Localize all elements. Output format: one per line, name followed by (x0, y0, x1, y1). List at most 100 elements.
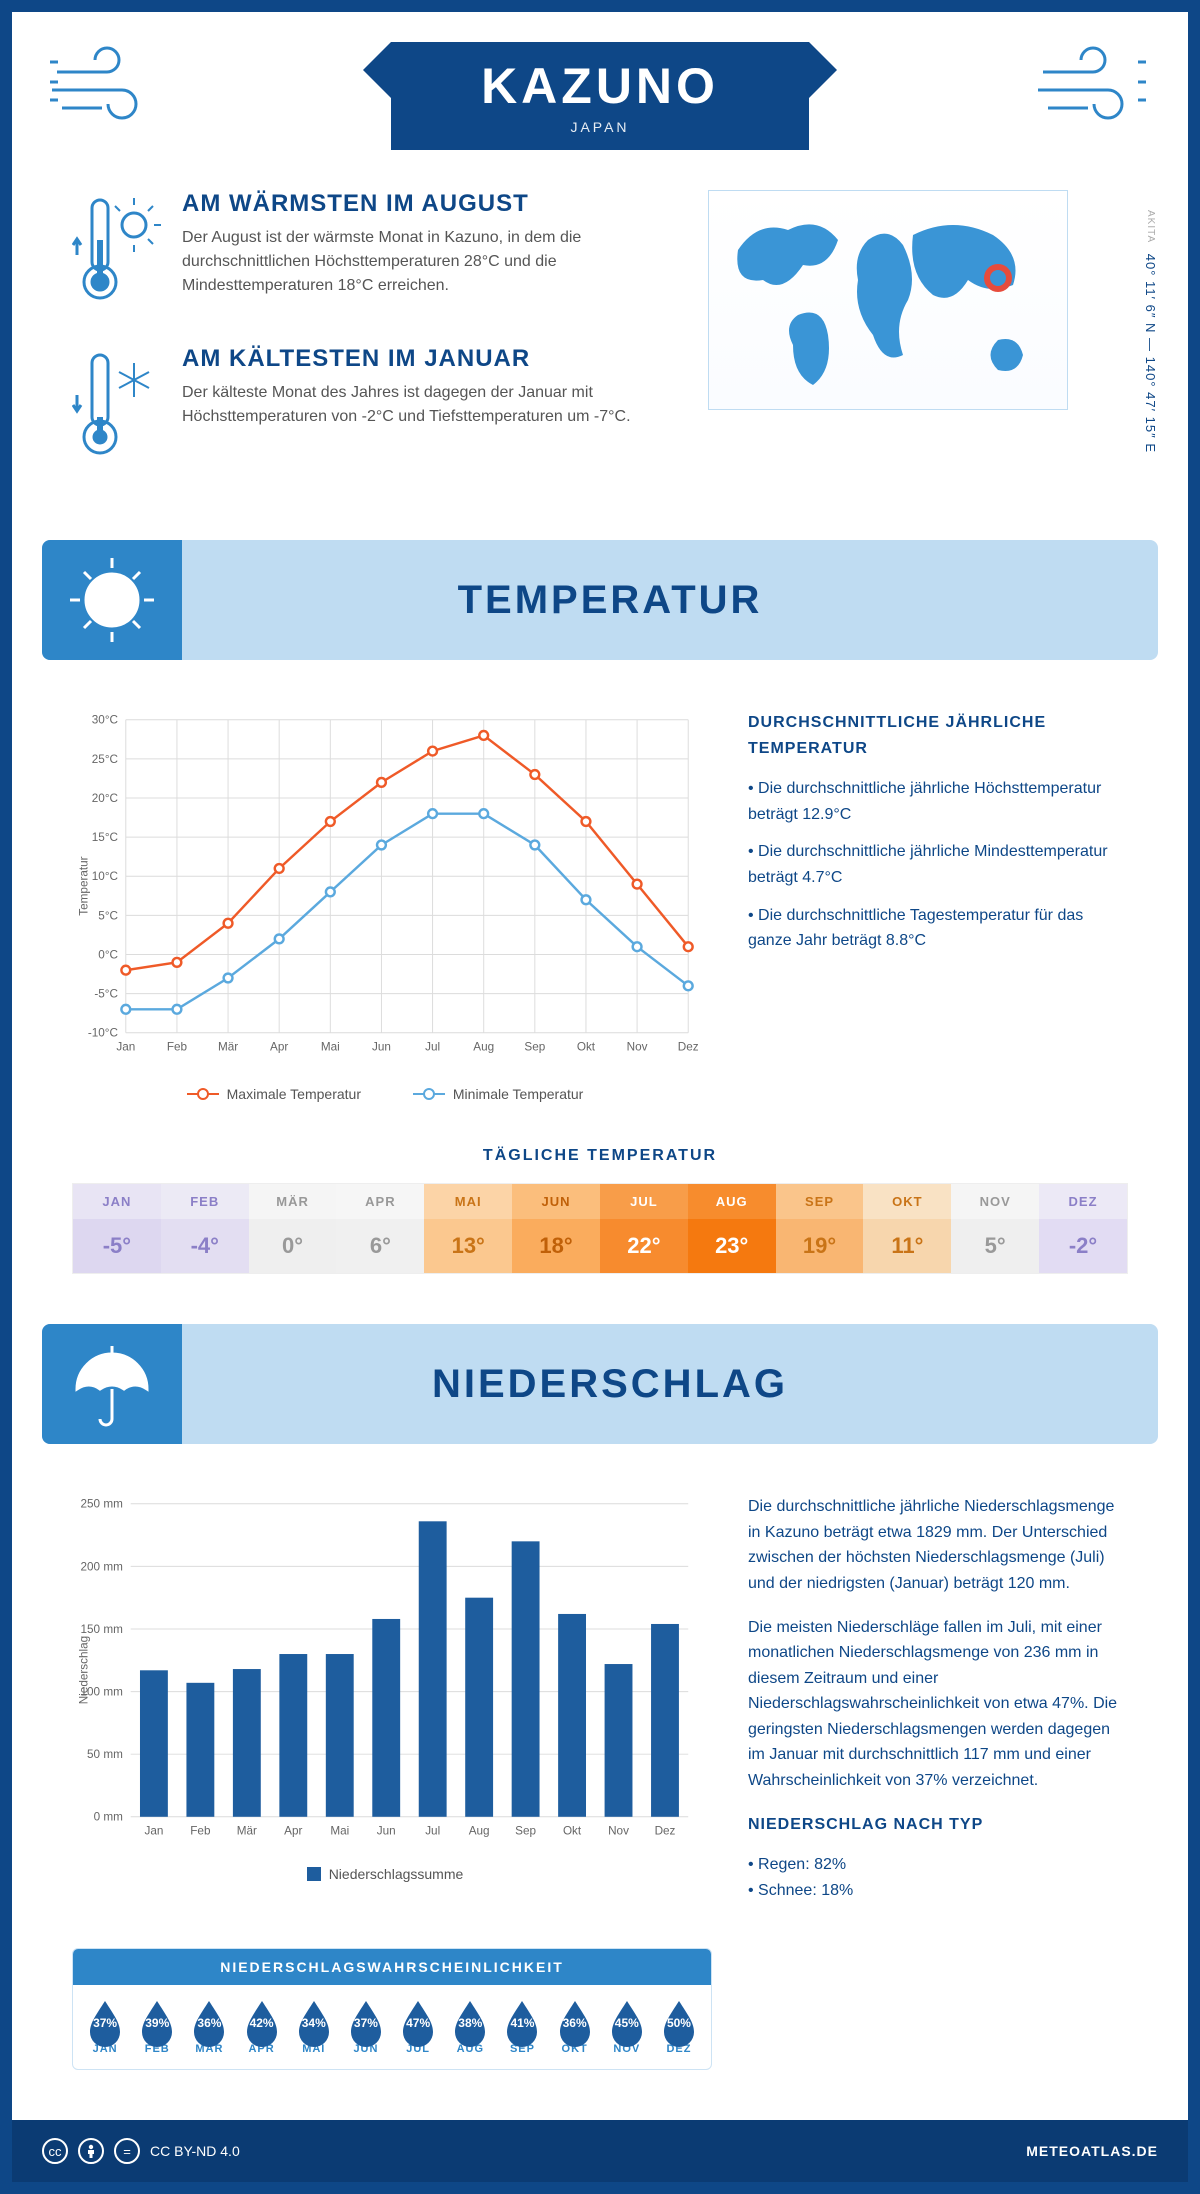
svg-text:Jun: Jun (377, 1825, 396, 1838)
daily-cell: DEZ-2° (1039, 1184, 1127, 1273)
svg-text:Jun: Jun (372, 1040, 391, 1053)
daily-cell: JUN18° (512, 1184, 600, 1273)
svg-text:Nov: Nov (608, 1825, 629, 1838)
world-map-icon (708, 190, 1068, 410)
svg-text:Dez: Dez (655, 1825, 676, 1838)
cc-icon: cc (42, 2138, 68, 2164)
svg-text:Sep: Sep (524, 1040, 545, 1053)
daily-cell: JUL22° (600, 1184, 688, 1273)
prob-cell: 34%MAI (288, 1999, 340, 2055)
daily-cell: SEP19° (776, 1184, 864, 1273)
prob-cell: 39%FEB (131, 1999, 183, 2055)
svg-text:Jan: Jan (144, 1825, 163, 1838)
svg-text:Nov: Nov (627, 1040, 648, 1053)
svg-text:150 mm: 150 mm (81, 1623, 123, 1636)
svg-text:10°C: 10°C (92, 870, 119, 883)
prob-cell: 41%SEP (496, 1999, 548, 2055)
license-info: cc = CC BY-ND 4.0 (42, 2138, 240, 2164)
wind-icon (47, 42, 167, 137)
svg-text:250 mm: 250 mm (81, 1498, 123, 1511)
prob-cell: 36%MÄR (183, 1999, 235, 2055)
svg-text:Aug: Aug (473, 1040, 494, 1053)
svg-text:Jul: Jul (425, 1040, 440, 1053)
umbrella-icon (42, 1324, 182, 1444)
drop-icon: 47% (399, 1999, 437, 2037)
drop-icon: 36% (556, 1999, 594, 2037)
coldest-title: AM KÄLTESTEN IM JANUAR (182, 345, 668, 373)
wind-icon (1033, 42, 1153, 137)
prob-cell: 37%JAN (79, 1999, 131, 2055)
daily-cell: NOV5° (951, 1184, 1039, 1273)
section-title: NIEDERSCHLAG (202, 1362, 1158, 1407)
daily-cell: APR6° (336, 1184, 424, 1273)
prob-cell: 45%NOV (601, 1999, 653, 2055)
prob-cell: 38%AUG (444, 1999, 496, 2055)
coldest-fact: AM KÄLTESTEN IM JANUAR Der kälteste Mona… (72, 345, 668, 470)
daily-cell: JAN-5° (73, 1184, 161, 1273)
drop-icon: 41% (503, 1999, 541, 2037)
warmest-text: Der August ist der wärmste Monat in Kazu… (182, 226, 668, 298)
svg-text:Jan: Jan (116, 1040, 135, 1053)
svg-text:15°C: 15°C (92, 831, 119, 844)
precip-summary: Die durchschnittliche jährliche Niedersc… (748, 1494, 1128, 1903)
by-icon (78, 2138, 104, 2164)
nd-icon: = (114, 2138, 140, 2164)
drop-icon: 42% (243, 1999, 281, 2037)
precip-probability-table: NIEDERSCHLAGSWAHRSCHEINLICHKEIT 37%JAN39… (72, 1948, 712, 2070)
daily-cell: MAI13° (424, 1184, 512, 1273)
country-name: JAPAN (481, 119, 719, 135)
drop-icon: 37% (86, 1999, 124, 2037)
brand: METEOATLAS.DE (1026, 2143, 1158, 2159)
daily-temp-table: JAN-5°FEB-4°MÄR0°APR6°MAI13°JUN18°JUL22°… (72, 1183, 1128, 1274)
daily-temp-heading: TÄGLICHE TEMPERATUR (12, 1147, 1188, 1165)
svg-text:20°C: 20°C (92, 792, 119, 805)
coordinates: AKITA 40° 11′ 6″ N — 140° 47′ 15″ E (1143, 210, 1158, 453)
svg-text:Jul: Jul (425, 1825, 440, 1838)
warmest-fact: AM WÄRMSTEN IM AUGUST Der August ist der… (72, 190, 668, 315)
svg-text:Okt: Okt (577, 1040, 596, 1053)
drop-icon: 39% (138, 1999, 176, 2037)
svg-text:Temperatur: Temperatur (78, 856, 91, 915)
svg-text:Niederschlag: Niederschlag (78, 1636, 91, 1704)
svg-text:Mai: Mai (321, 1040, 340, 1053)
infographic-container: KAZUNO JAPAN AM WÄRMSTEN IM AUGUST Der A… (0, 0, 1200, 2194)
prob-cell: 36%OKT (549, 1999, 601, 2055)
temperature-banner: TEMPERATUR (42, 540, 1158, 660)
sun-icon (42, 540, 182, 660)
prob-cell: 37%JUN (340, 1999, 392, 2055)
map-area: AKITA 40° 11′ 6″ N — 140° 47′ 15″ E (708, 190, 1128, 500)
footer: cc = CC BY-ND 4.0 METEOATLAS.DE (12, 2120, 1188, 2182)
section-title: TEMPERATUR (202, 578, 1158, 623)
chart-legend: Maximale Temperatur Minimale Temperatur (72, 1082, 698, 1102)
svg-text:50 mm: 50 mm (87, 1748, 123, 1761)
header: KAZUNO JAPAN (12, 12, 1188, 170)
drop-icon: 50% (660, 1999, 698, 2037)
precip-chart: 0 mm50 mm100 mm150 mm200 mm250 mmJanFebM… (72, 1494, 698, 1884)
drop-icon: 37% (347, 1999, 385, 2037)
svg-text:Apr: Apr (270, 1040, 288, 1053)
svg-text:Dez: Dez (678, 1040, 698, 1053)
thermometer-snow-icon (72, 345, 162, 470)
svg-text:Apr: Apr (284, 1825, 302, 1838)
drop-icon: 36% (190, 1999, 228, 2037)
svg-text:Mär: Mär (218, 1040, 238, 1053)
intro-row: AM WÄRMSTEN IM AUGUST Der August ist der… (12, 170, 1188, 540)
prob-cell: 42%APR (236, 1999, 288, 2055)
svg-text:-5°C: -5°C (94, 988, 118, 1001)
drop-icon: 38% (451, 1999, 489, 2037)
svg-text:Feb: Feb (190, 1825, 211, 1838)
svg-text:5°C: 5°C (98, 909, 118, 922)
daily-cell: AUG23° (688, 1184, 776, 1273)
drop-icon: 45% (608, 1999, 646, 2037)
prob-cell: 50%DEZ (653, 1999, 705, 2055)
svg-text:Mai: Mai (330, 1825, 349, 1838)
svg-text:Sep: Sep (515, 1825, 536, 1838)
temperature-chart: -10°C-5°C0°C5°C10°C15°C20°C25°C30°CJanFe… (72, 710, 698, 1102)
svg-text:Okt: Okt (563, 1825, 582, 1838)
svg-text:25°C: 25°C (92, 753, 119, 766)
warmest-title: AM WÄRMSTEN IM AUGUST (182, 190, 668, 218)
daily-cell: FEB-4° (161, 1184, 249, 1273)
drop-icon: 34% (295, 1999, 333, 2037)
daily-cell: OKT11° (863, 1184, 951, 1273)
svg-text:0 mm: 0 mm (94, 1811, 123, 1824)
